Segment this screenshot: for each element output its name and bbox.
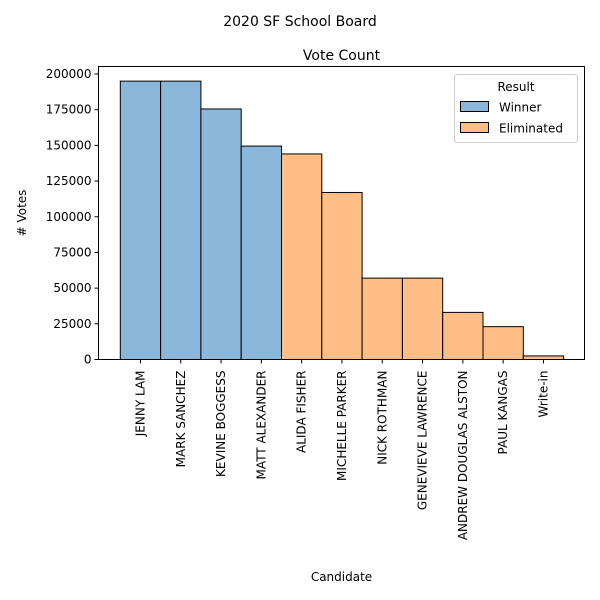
x-tick-label: NICK ROTHMAN (375, 371, 389, 465)
y-tick-label: 125000 (46, 174, 92, 188)
y-tick-label: 150000 (46, 138, 92, 152)
legend-label: Eliminated (499, 122, 563, 136)
legend-label: Winner (499, 101, 542, 115)
bar (119, 80, 162, 360)
bar (482, 326, 524, 361)
x-tick-label: ANDREW DOUGLAS ALSTON (456, 371, 470, 541)
y-tick-label: 175000 (46, 103, 92, 117)
x-tick-label: GENEVIEVE LAWRENCE (416, 371, 430, 511)
bar (522, 355, 565, 360)
x-tick-label: PAUL KANGAS (496, 371, 510, 455)
x-tick-label: Write-in (536, 371, 550, 418)
y-tick-label: 200000 (46, 67, 92, 81)
x-tick-label: ALIDA FISHER (295, 371, 309, 454)
x-tick-label: JENNY LAM (133, 371, 147, 438)
legend-swatch (460, 122, 489, 133)
x-tick-label: MARK SANCHEZ (174, 371, 188, 468)
y-tick-label: 0 (84, 353, 92, 367)
y-axis-label: # Votes (15, 190, 29, 237)
chart-title: Vote Count (303, 48, 381, 64)
bar (240, 145, 282, 360)
x-tick-label: MATT ALEXANDER (254, 371, 268, 480)
legend-swatch (460, 101, 489, 112)
y-axis: 0 25000 50000 75000 100000 125000 150000 175000… (46, 67, 99, 367)
bar (401, 277, 444, 361)
legend-title: Result (497, 80, 534, 94)
bar (281, 153, 323, 360)
y-tick-label: 100000 (46, 210, 92, 224)
x-tick-label: MICHELLE PARKER (335, 371, 349, 481)
x-axis: JENNY LAM MARK SANCHEZ KEVINE BOGGESS MATT … (133, 359, 550, 541)
bars-group (119, 80, 565, 361)
bar (321, 191, 363, 360)
x-axis-label: Candidate (311, 570, 372, 584)
legend: Result Winner Eliminated (454, 74, 578, 143)
x-tick-label: KEVINE BOGGESS (214, 371, 228, 477)
chart-suptitle: 2020 SF School Board (223, 14, 377, 30)
bar (160, 80, 202, 360)
y-tick-label: 50000 (53, 281, 91, 295)
bar (361, 277, 403, 361)
plot-frame (98, 66, 585, 360)
bar (200, 108, 242, 360)
y-tick-label: 25000 (53, 317, 91, 331)
bar (442, 311, 484, 360)
y-tick-label: 75000 (53, 245, 91, 259)
